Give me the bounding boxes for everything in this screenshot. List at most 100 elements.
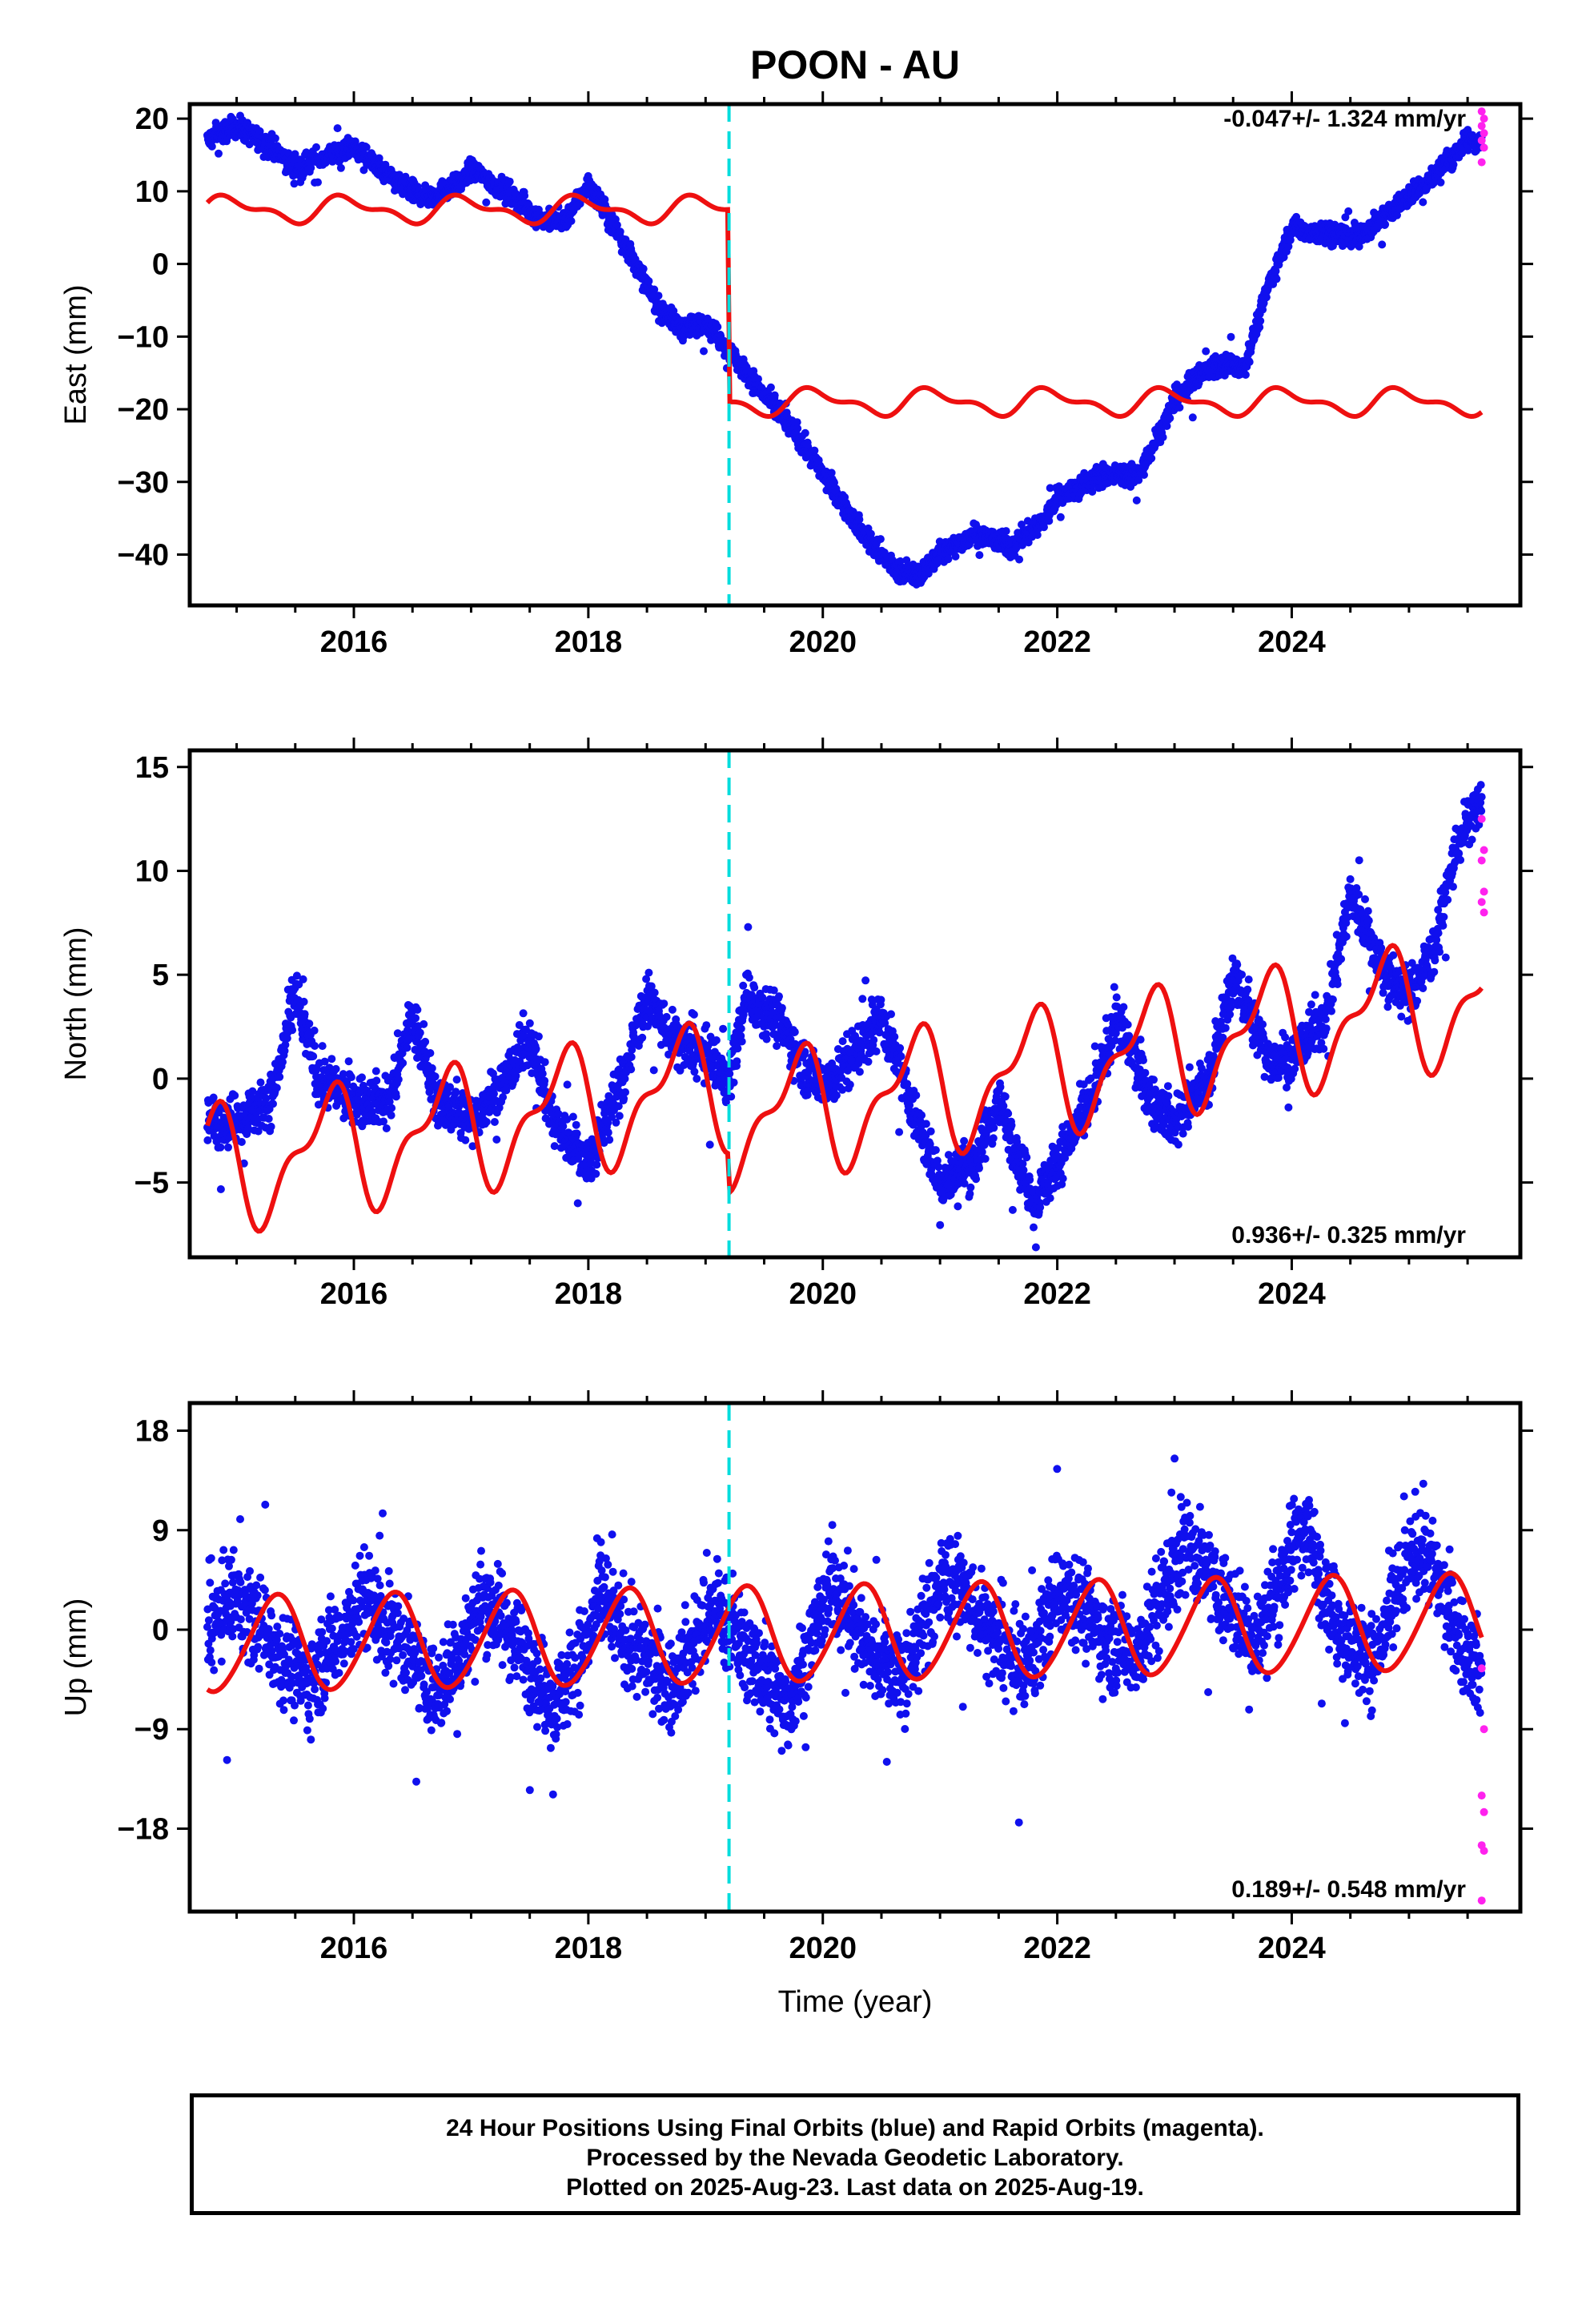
north-final-point (305, 1019, 314, 1028)
east-final-point (713, 323, 722, 332)
east-final-point (401, 172, 410, 181)
north-final-point (750, 983, 759, 992)
north-final-point (621, 1088, 629, 1096)
east-y-tick-label: 10 (135, 175, 169, 209)
north-final-point (737, 1037, 746, 1046)
east-final-point (896, 557, 905, 565)
east-final-point (312, 143, 320, 151)
north-final-point (532, 1044, 540, 1053)
east-final-point (1134, 476, 1143, 485)
north-final-point (279, 1058, 287, 1067)
north-final-point (267, 1122, 275, 1131)
east-final-point (314, 178, 322, 187)
east-final-point (616, 227, 624, 236)
north-final-point (605, 1136, 614, 1144)
east-final-point (291, 150, 299, 159)
north-final-point (399, 1059, 408, 1068)
east-y-tick-label: 20 (135, 103, 169, 136)
north-final-point (327, 1055, 336, 1063)
north-final-point (660, 999, 669, 1008)
east-y-tick-label: −20 (118, 393, 169, 427)
east-final-point (1286, 235, 1295, 244)
east-final-point (1341, 213, 1350, 222)
east-final-point (1045, 517, 1054, 525)
north-final-point (358, 1073, 366, 1082)
east-final-orbit-points (203, 111, 1486, 589)
north-final-point (391, 1092, 400, 1101)
east-final-point (1040, 523, 1048, 532)
east-final-point (766, 383, 775, 392)
east-rapid-point (1480, 143, 1488, 152)
east-rapid-point (1480, 115, 1488, 123)
north-final-point (387, 1104, 396, 1112)
east-final-point (639, 264, 648, 273)
north-final-point (832, 1091, 841, 1100)
north-final-point (216, 1185, 225, 1193)
north-final-point (299, 975, 307, 983)
north-final-point (668, 1005, 677, 1014)
north-final-point (790, 1027, 799, 1036)
north-final-point (412, 1014, 420, 1023)
east-rate-text: -0.047+/- 1.324 mm/yr (1223, 106, 1466, 132)
east-final-point (1393, 211, 1401, 219)
north-final-point (372, 1076, 381, 1085)
east-x-tick-label: 2016 (320, 625, 388, 659)
east-y-tick-label: −10 (118, 320, 169, 354)
north-final-point (256, 1078, 265, 1087)
east-final-point (1056, 513, 1065, 521)
east-final-point (333, 124, 342, 133)
east-final-point (482, 198, 491, 207)
east-final-point (336, 163, 345, 172)
east-panel: 2016 2018 2020 2022 202420100−10−20−30−40Eas… (59, 91, 1533, 659)
north-final-point (203, 1136, 212, 1144)
north-final-point (452, 1088, 460, 1096)
north-final-point (331, 1064, 340, 1073)
north-final-point (737, 1024, 745, 1033)
east-y-tick-label: 0 (152, 248, 169, 282)
north-final-point (299, 997, 308, 1006)
north-final-point (689, 1010, 698, 1019)
north-final-point (733, 1044, 742, 1053)
east-x-tick-label: 2022 (1023, 625, 1091, 659)
north-final-point (719, 1024, 728, 1033)
north-final-point (540, 1076, 549, 1085)
north-final-point (288, 1026, 297, 1035)
east-final-point (944, 555, 953, 564)
north-final-point (644, 968, 653, 977)
east-final-point (770, 391, 779, 400)
north-final-point (745, 973, 753, 982)
north-final-point (490, 1118, 499, 1126)
north-final-orbit-points (203, 781, 1486, 1252)
north-final-point (573, 1199, 582, 1208)
north-final-point (572, 1129, 581, 1138)
north-final-point (421, 1037, 430, 1046)
east-final-point (1046, 484, 1054, 493)
north-final-point (739, 981, 748, 990)
north-final-point (452, 1076, 461, 1084)
east-final-point (827, 468, 836, 477)
east-final-point (1271, 267, 1280, 275)
north-final-point (775, 992, 783, 1001)
north-final-point (525, 1019, 534, 1027)
east-final-point (1227, 332, 1235, 341)
east-final-point (362, 143, 371, 151)
east-final-point (654, 292, 663, 300)
east-x-tick-label: 2020 (789, 625, 857, 659)
east-rapid-point (1480, 129, 1488, 138)
east-final-point (271, 134, 279, 143)
north-final-point (310, 1026, 319, 1035)
north-final-point (482, 1117, 491, 1126)
north-final-point (592, 1169, 600, 1178)
east-final-point (1002, 527, 1010, 536)
north-final-point (540, 1058, 549, 1067)
east-final-point (876, 535, 885, 544)
east-final-point (1166, 414, 1174, 423)
east-y-axis-label: East (mm) (59, 284, 93, 424)
east-final-point (1378, 240, 1387, 249)
north-final-point (275, 1072, 284, 1081)
east-final-point (1292, 212, 1301, 221)
north-final-point (650, 988, 659, 997)
north-final-point (773, 1042, 781, 1051)
east-final-point (644, 277, 653, 285)
